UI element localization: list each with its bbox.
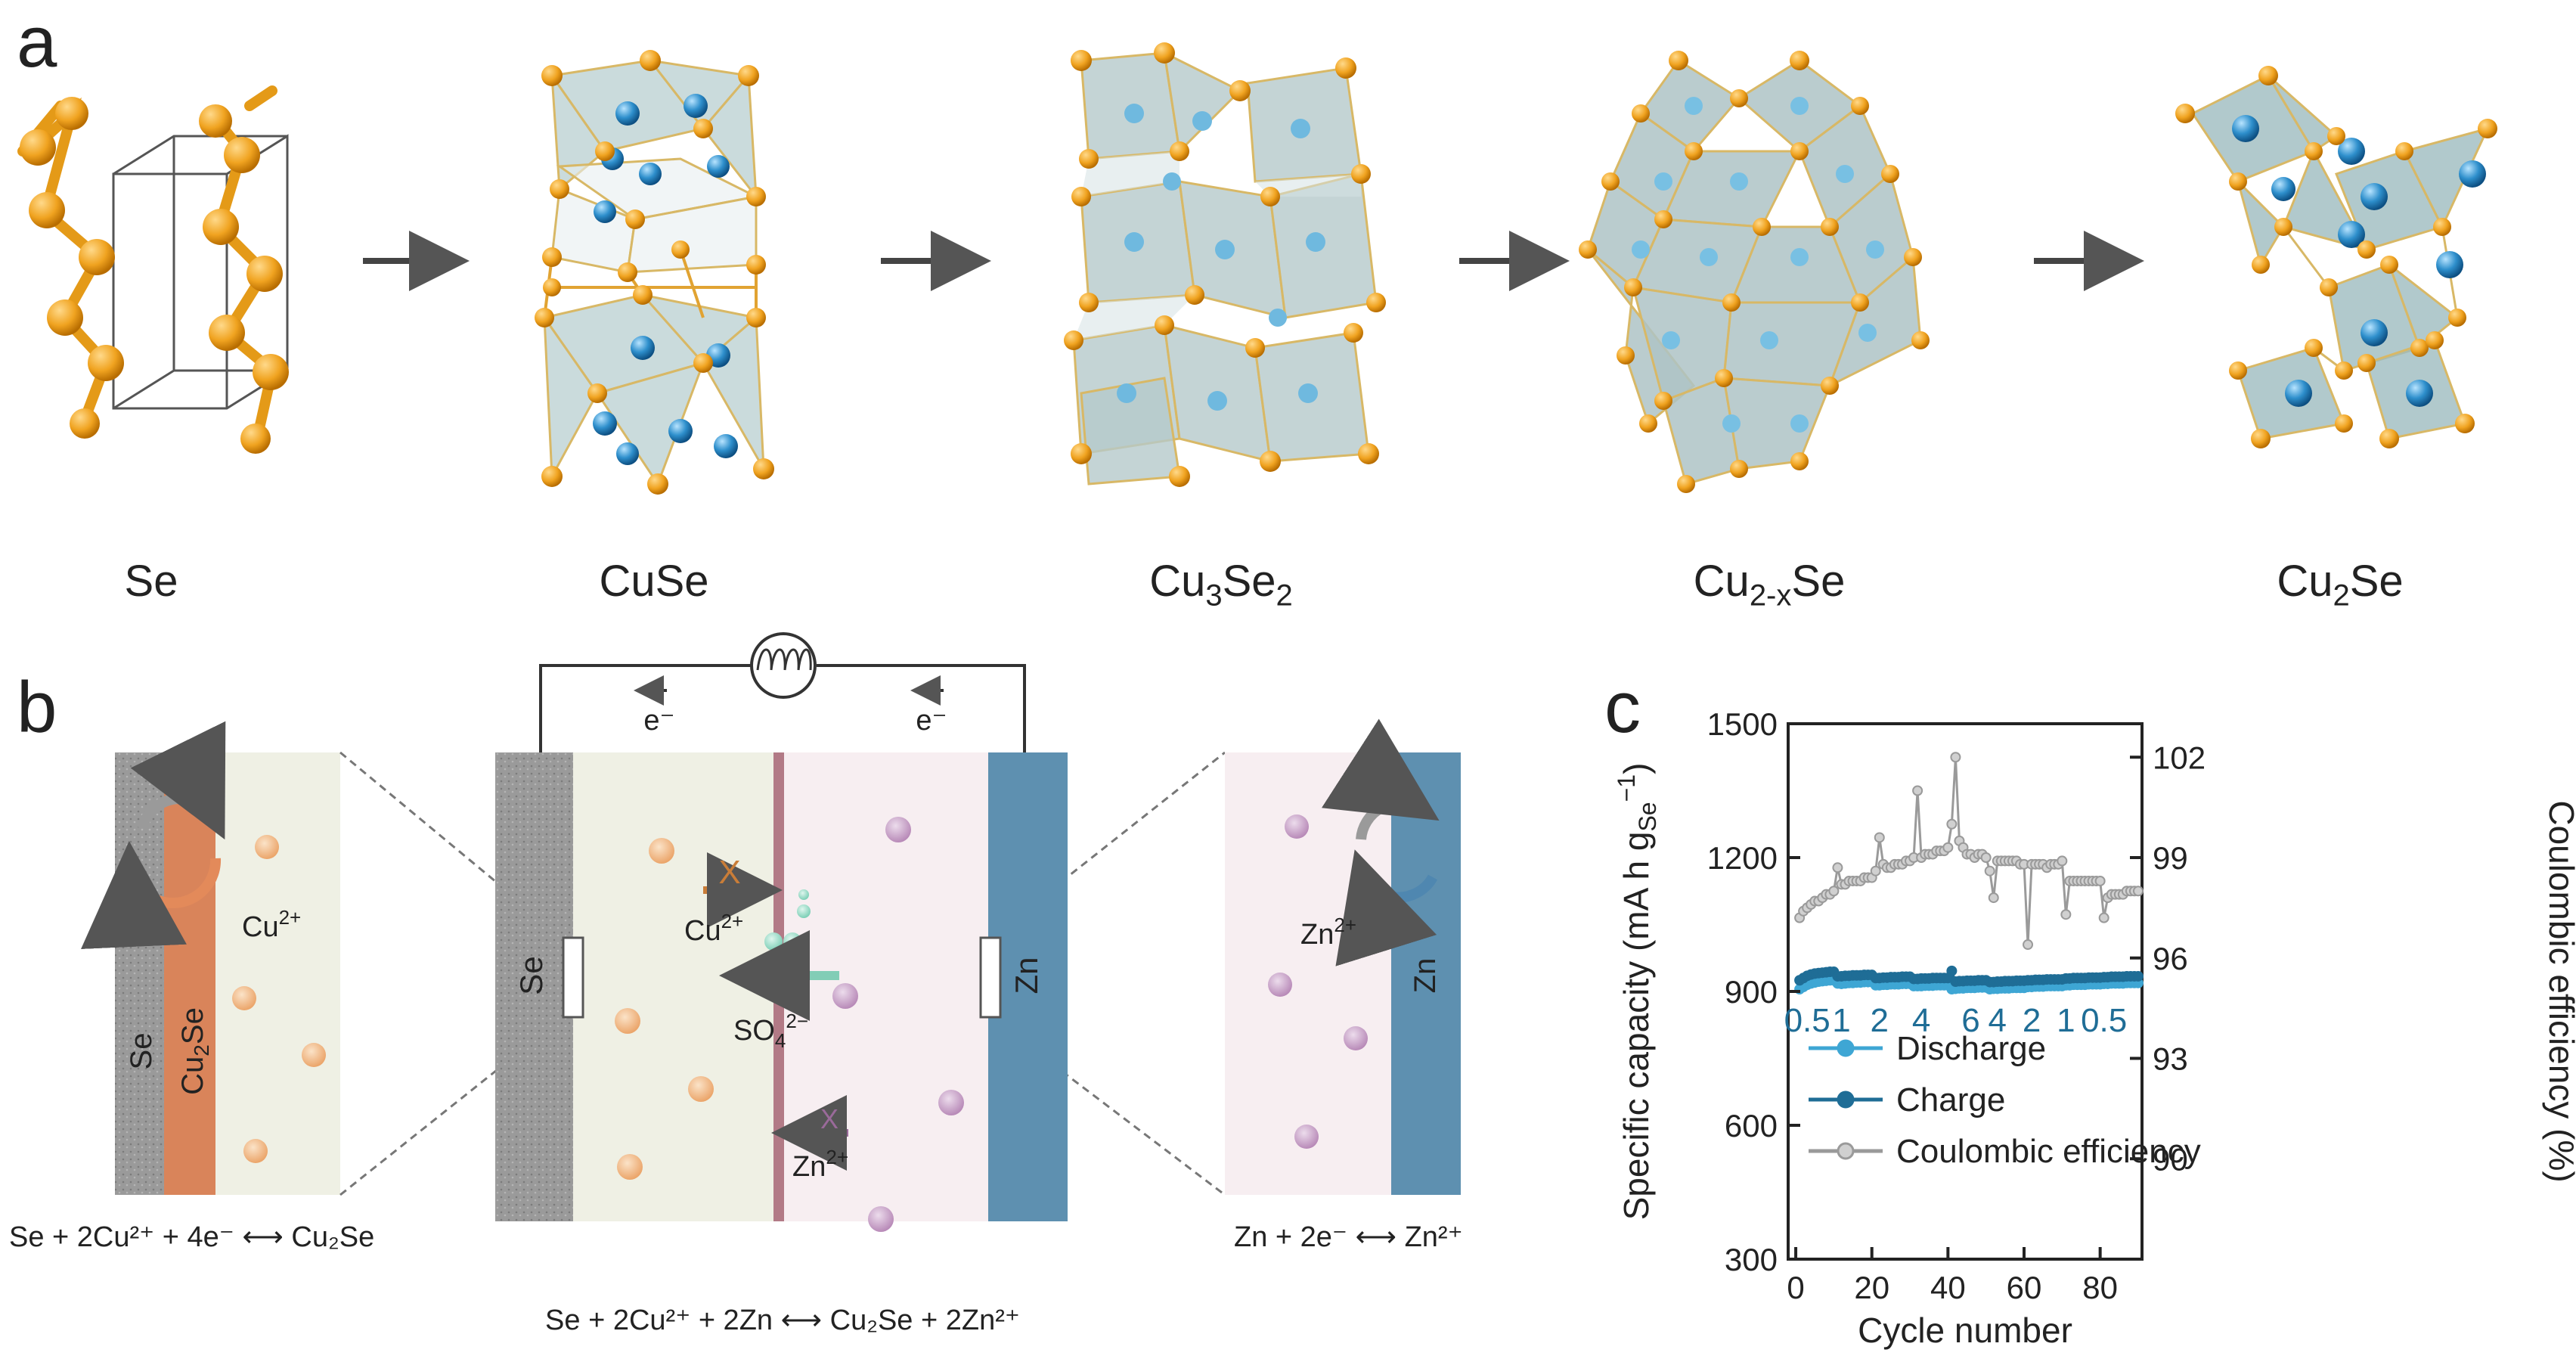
y2-tick-label: 96 [2153, 941, 2188, 976]
x-tick-label: 80 [2082, 1270, 2118, 1305]
left-reaction: Se + 2Cu²⁺ + 4e⁻ ⟷ Cu₂Se [9, 1221, 374, 1253]
data-point [2132, 970, 2144, 982]
right-reaction: Zn + 2e⁻ ⟷ Zn²⁺ [1234, 1221, 1463, 1253]
label-cuse: CuSe [599, 557, 709, 606]
rate-label: 4 [1912, 1002, 1930, 1039]
data-point [2057, 855, 2068, 867]
x-tick-label: 40 [1930, 1270, 1966, 1305]
cu2-xse-structure [1579, 51, 1930, 493]
panel-c-chart: 0.51 2 4 6 4 2 1 0.5 0 20 40 60 8030060090012001500… [1613, 706, 2576, 1350]
right-zn-label: Zn [1409, 958, 1442, 994]
left-cu2se-label: Cu2Se [176, 1007, 213, 1095]
cell-zn-label: Zn [1009, 957, 1044, 994]
x-tick-label: 20 [1854, 1270, 1889, 1305]
cu3se2-structure [1064, 42, 1386, 487]
right-zoom-view: Zn2+ Zn [1225, 718, 1461, 1195]
cell-cu-ion-label: Cu2+ [684, 910, 743, 947]
legend-marker [1837, 1091, 1855, 1109]
electron-right-label: e⁻ [916, 705, 947, 737]
data-point [1984, 865, 1995, 876]
rate-label: 4 [1989, 1002, 2007, 1039]
electron-left-label: e⁻ [643, 705, 674, 737]
legend-label: Charge [1896, 1081, 2005, 1118]
data-point [1870, 865, 1881, 876]
y2-tick-label: 93 [2153, 1041, 2188, 1077]
rate-label: 2 [2023, 1002, 2041, 1039]
y2-tick-label: 102 [2153, 740, 2206, 775]
y2-tick-label: 99 [2153, 840, 2188, 876]
left-cu-ion-label: Cu2+ [242, 906, 301, 943]
panel-b: e⁻ e⁻ Se Cu2Se Cu2+ Se + 2Cu²⁺ + 4e⁻ ⟷ C… [9, 632, 1463, 1336]
data-point [1988, 892, 1999, 904]
label-cu2-xse: Cu2-xSe [1693, 557, 1846, 613]
left-se-label: Se [125, 1033, 158, 1070]
left-zoom-view: Se Cu2Se Cu2+ [81, 721, 340, 1195]
rate-label: 1 [1832, 1002, 1850, 1039]
zn-blocked-mark: X [820, 1103, 839, 1134]
cell-se-label: Se [513, 956, 549, 994]
y-tick-label: 600 [1725, 1108, 1778, 1143]
panel-a [17, 42, 2497, 495]
panel-letter-a: a [17, 2, 57, 82]
external-circuit [539, 632, 1026, 752]
legend-marker [1837, 1039, 1855, 1057]
data-point [1832, 862, 1843, 873]
data-point [1950, 752, 1961, 763]
x-axis-label: Cycle number [1858, 1311, 2072, 1350]
legend-marker [1837, 1142, 1855, 1160]
cuse-structure [535, 50, 774, 495]
y-tick-label: 900 [1725, 974, 1778, 1010]
data-point [1912, 785, 1923, 796]
legend-label: Discharge [1896, 1030, 2046, 1067]
cu2se-structure [2175, 66, 2497, 448]
data-point [1942, 842, 1954, 853]
y-tick-label: 1500 [1707, 706, 1778, 742]
rate-label: 6 [1961, 1002, 1979, 1039]
y2-tick-label: 90 [2153, 1141, 2188, 1177]
label-cu2se: Cu2Se [2277, 557, 2404, 613]
data-point [2060, 909, 2072, 920]
panel-letter-c: c [1604, 667, 1641, 748]
legend-label: Coulombic efficiency [1896, 1133, 2201, 1170]
rate-label: 0.5 [1784, 1002, 1830, 1039]
se-structure [17, 85, 289, 454]
y-tick-label: 300 [1725, 1242, 1778, 1277]
data-point [2094, 875, 2106, 886]
data-point [1946, 818, 1958, 830]
x-tick-label: 60 [2007, 1270, 2042, 1305]
y-axis-label: Specific capacity (mA h gSe−1) [1613, 763, 1661, 1221]
data-point [1828, 886, 1840, 897]
label-se: Se [124, 557, 178, 606]
chart-axes: 0 20 40 60 80 300 600 900 1200 1500 90 93 96 99 102 [1707, 706, 2206, 1305]
main-cell: X Cu2+ SO42− X Zn2+ Se Zn [495, 752, 1068, 1232]
data-point [1874, 832, 1885, 843]
y-tick-label: 1200 [1707, 840, 1778, 876]
rate-label: 0.5 [2081, 1002, 2127, 1039]
data-point [2023, 939, 2034, 951]
cu-blocked-mark: X [718, 854, 740, 891]
y2-axis-label: Coulombic efficiency (%) [2542, 800, 2576, 1182]
data-point [2098, 912, 2109, 923]
data-point [2132, 886, 2144, 897]
rate-labels: 0.51 2 4 6 4 2 1 0.5 [1784, 1002, 2128, 1039]
rate-label: 2 [1871, 1002, 1889, 1039]
data-point [1980, 852, 1992, 863]
x-tick-label: 0 [1787, 1270, 1804, 1305]
chart-marks: 0.51 2 4 6 4 2 1 0.5 [1784, 752, 2144, 1039]
rate-label: 1 [2057, 1002, 2075, 1039]
cell-reaction: Se + 2Cu²⁺ + 2Zn ⟷ Cu₂Se + 2Zn²⁺ [545, 1305, 1020, 1336]
data-point [1946, 965, 1958, 976]
right-zn-ion-label: Zn2+ [1300, 914, 1356, 951]
chart-legend: Discharge Charge Coulombic efficiency [1809, 1030, 2201, 1170]
cell-zn-ion-label: Zn2+ [792, 1146, 848, 1183]
so4-label: SO42− [733, 1010, 808, 1052]
label-cu3se2: Cu3Se2 [1149, 557, 1293, 613]
panel-letter-b: b [17, 667, 57, 748]
